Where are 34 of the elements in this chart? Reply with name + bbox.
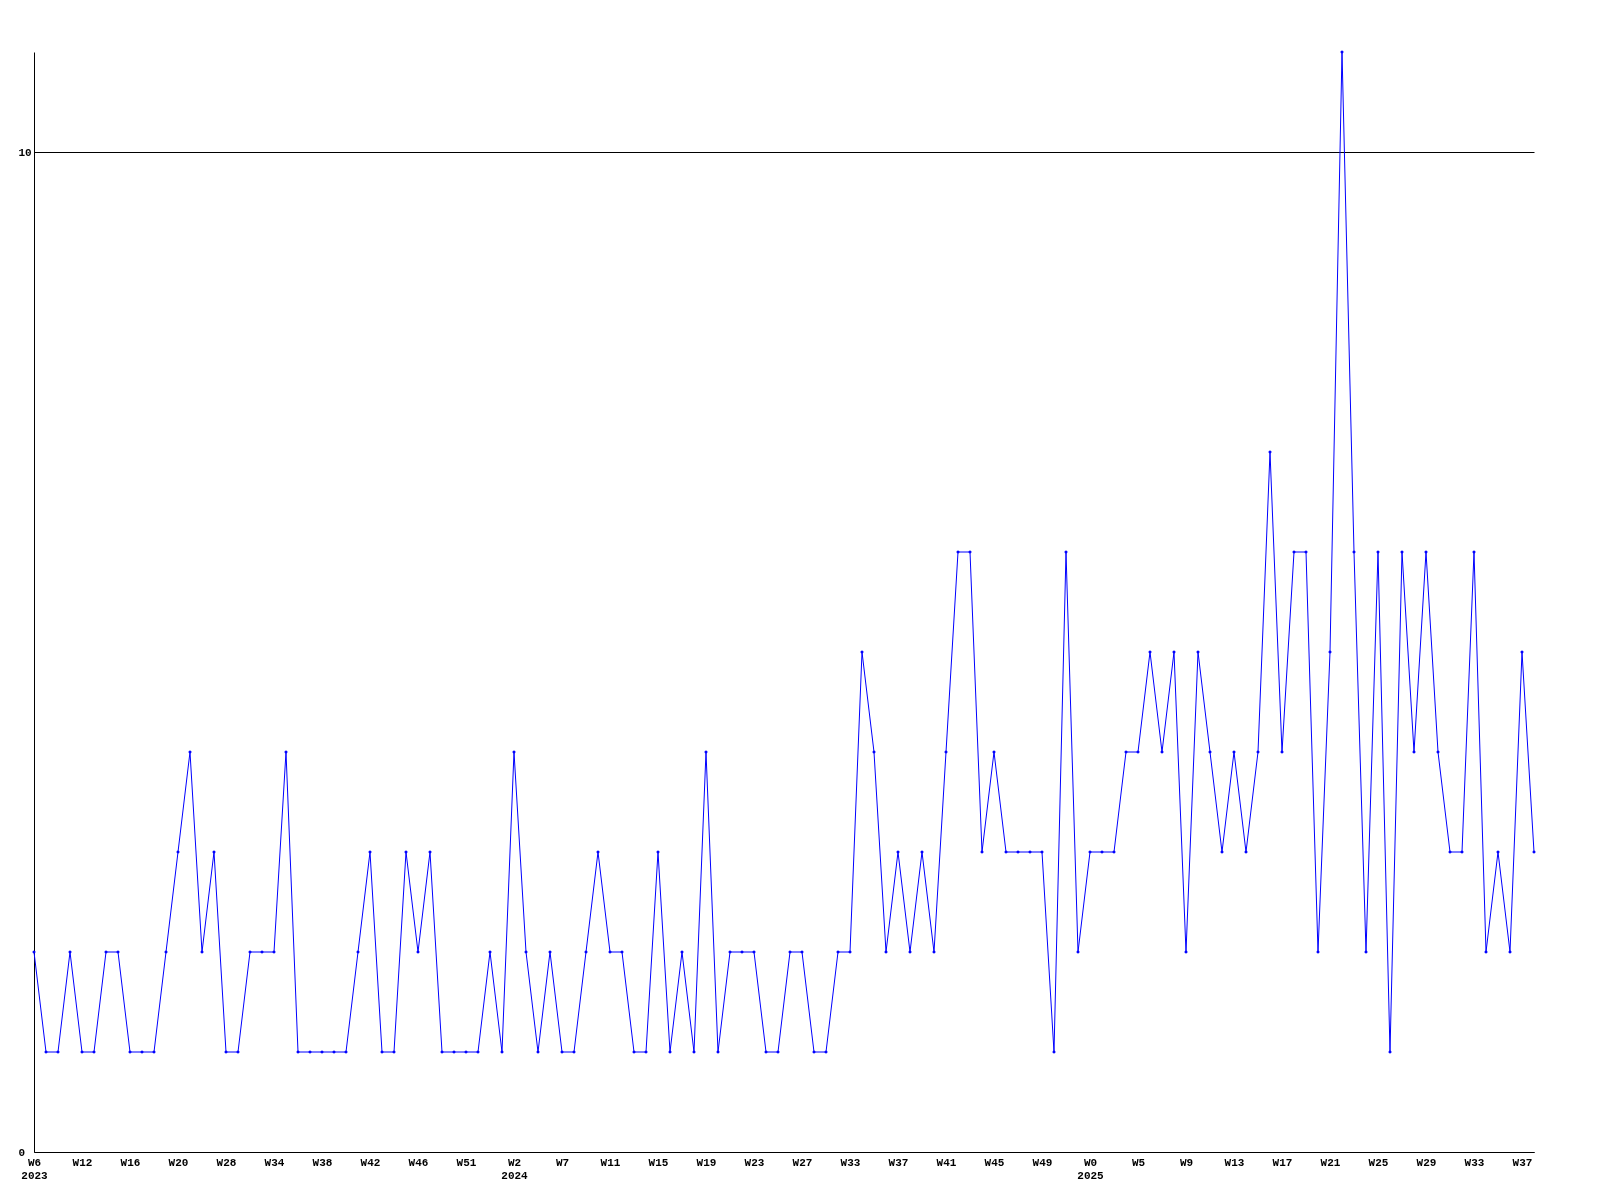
x-tick-label: W13: [1224, 1156, 1245, 1169]
x-tick-label: W11: [600, 1156, 621, 1169]
x-tick-label: W33: [840, 1156, 861, 1169]
x-tick-label: W46: [408, 1156, 429, 1169]
x-tick-label: W37: [888, 1156, 909, 1169]
x-tick-label: W5: [1131, 1156, 1146, 1169]
x-tick-label: W37: [1512, 1156, 1533, 1169]
x-tick-label: W7: [555, 1156, 570, 1169]
x-tick-label: W27: [792, 1156, 813, 1169]
x-tick-label: W12: [72, 1156, 93, 1169]
x-tick-label: W33: [1464, 1156, 1485, 1169]
y-tick-label: 10: [18, 146, 32, 159]
x-tick-label: W41: [936, 1156, 957, 1169]
x-tick-label: W2 2024: [501, 1156, 529, 1182]
x-tick-label: W0 2025: [1077, 1156, 1105, 1182]
x-tick-label: W42: [360, 1156, 381, 1169]
x-tick-label: W34: [264, 1156, 285, 1169]
x-tick-label: W19: [696, 1156, 717, 1169]
x-tick-label: W28: [216, 1156, 237, 1169]
x-tick-label: W23: [744, 1156, 765, 1169]
x-tick-label: W45: [984, 1156, 1005, 1169]
x-tick-label: W16: [120, 1156, 141, 1169]
x-tick-label: W49: [1032, 1156, 1053, 1169]
x-tick-label: W9: [1179, 1156, 1194, 1169]
x-tick-label: W29: [1416, 1156, 1437, 1169]
y-tick-label: 0: [18, 1146, 26, 1159]
x-tick-label: W38: [312, 1156, 333, 1169]
x-tick-label: W25: [1368, 1156, 1389, 1169]
x-tick-label: W51: [456, 1156, 477, 1169]
x-tick-label: W21: [1320, 1156, 1341, 1169]
x-tick-label: W20: [168, 1156, 189, 1169]
x-tick-label: W6 2023: [21, 1156, 49, 1182]
x-tick-label: W17: [1272, 1156, 1293, 1169]
x-tick-label: W15: [648, 1156, 669, 1169]
